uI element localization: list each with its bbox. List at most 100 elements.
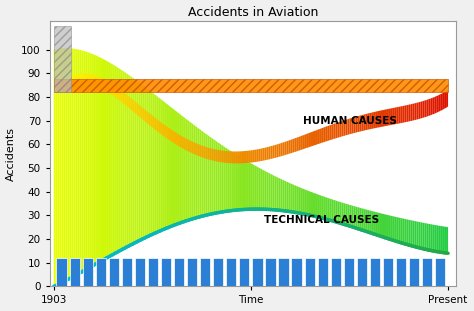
Polygon shape — [200, 129, 201, 217]
Polygon shape — [409, 220, 410, 245]
Polygon shape — [198, 144, 200, 156]
Polygon shape — [164, 124, 166, 138]
Polygon shape — [133, 99, 135, 113]
Polygon shape — [377, 111, 379, 128]
Polygon shape — [67, 77, 70, 82]
Polygon shape — [58, 49, 60, 285]
Polygon shape — [166, 104, 168, 228]
Polygon shape — [373, 211, 375, 234]
Polygon shape — [344, 120, 346, 136]
Polygon shape — [271, 174, 273, 210]
Polygon shape — [330, 199, 332, 220]
Polygon shape — [389, 109, 391, 125]
Polygon shape — [97, 56, 99, 263]
Polygon shape — [255, 150, 257, 162]
Polygon shape — [314, 130, 316, 146]
Polygon shape — [383, 214, 385, 238]
Polygon shape — [269, 146, 271, 160]
Polygon shape — [377, 212, 379, 236]
Polygon shape — [221, 151, 223, 162]
Polygon shape — [54, 26, 72, 92]
Polygon shape — [332, 124, 334, 140]
Polygon shape — [176, 111, 178, 225]
Polygon shape — [430, 98, 432, 115]
Polygon shape — [257, 149, 259, 162]
Polygon shape — [249, 150, 251, 163]
Polygon shape — [255, 165, 257, 209]
Polygon shape — [113, 85, 115, 97]
Polygon shape — [259, 149, 261, 161]
Polygon shape — [73, 49, 75, 276]
Polygon shape — [143, 85, 145, 239]
Polygon shape — [438, 94, 440, 112]
Polygon shape — [363, 114, 365, 131]
Polygon shape — [432, 97, 434, 114]
Polygon shape — [135, 79, 137, 243]
Bar — [252, 258, 263, 286]
Polygon shape — [65, 78, 67, 84]
Polygon shape — [279, 178, 281, 210]
Polygon shape — [111, 83, 113, 95]
Polygon shape — [188, 139, 190, 152]
Polygon shape — [64, 80, 65, 84]
Polygon shape — [91, 74, 93, 84]
Polygon shape — [150, 114, 152, 127]
Polygon shape — [215, 141, 218, 213]
Polygon shape — [274, 145, 276, 158]
Polygon shape — [109, 82, 111, 94]
Polygon shape — [440, 94, 442, 111]
Polygon shape — [235, 151, 237, 163]
Polygon shape — [302, 135, 304, 150]
Polygon shape — [286, 141, 288, 155]
Polygon shape — [261, 148, 263, 161]
Polygon shape — [434, 225, 436, 252]
Polygon shape — [300, 188, 302, 214]
Polygon shape — [369, 113, 371, 129]
Polygon shape — [410, 220, 412, 246]
Polygon shape — [367, 210, 369, 233]
Polygon shape — [191, 141, 194, 154]
Polygon shape — [127, 95, 128, 108]
Polygon shape — [190, 122, 191, 220]
Polygon shape — [393, 108, 395, 125]
Bar — [383, 258, 393, 286]
Polygon shape — [198, 128, 200, 217]
Polygon shape — [237, 155, 239, 210]
Polygon shape — [371, 211, 373, 234]
Polygon shape — [245, 151, 247, 163]
Bar — [278, 258, 289, 286]
Polygon shape — [133, 77, 135, 244]
Polygon shape — [225, 151, 227, 163]
Polygon shape — [180, 135, 182, 148]
Polygon shape — [237, 151, 239, 163]
Polygon shape — [391, 108, 393, 125]
Polygon shape — [152, 92, 154, 234]
Polygon shape — [125, 93, 127, 106]
Polygon shape — [184, 117, 186, 222]
Polygon shape — [229, 150, 231, 211]
Polygon shape — [213, 139, 215, 214]
Polygon shape — [401, 218, 403, 243]
Polygon shape — [375, 212, 377, 235]
Polygon shape — [176, 132, 178, 146]
Polygon shape — [351, 205, 354, 227]
Polygon shape — [208, 147, 210, 160]
Polygon shape — [381, 213, 383, 237]
Polygon shape — [58, 85, 60, 89]
Bar — [213, 258, 223, 286]
Polygon shape — [97, 76, 99, 87]
Polygon shape — [131, 77, 133, 245]
Polygon shape — [174, 110, 176, 225]
Polygon shape — [180, 114, 182, 223]
Title: Accidents in Aviation: Accidents in Aviation — [188, 6, 318, 19]
Polygon shape — [371, 112, 373, 129]
Polygon shape — [127, 74, 128, 247]
Polygon shape — [269, 173, 271, 210]
Polygon shape — [119, 89, 121, 101]
Polygon shape — [288, 140, 290, 154]
Polygon shape — [91, 53, 93, 267]
Polygon shape — [72, 76, 73, 81]
Polygon shape — [407, 219, 409, 245]
Polygon shape — [87, 74, 89, 82]
Polygon shape — [365, 209, 367, 232]
